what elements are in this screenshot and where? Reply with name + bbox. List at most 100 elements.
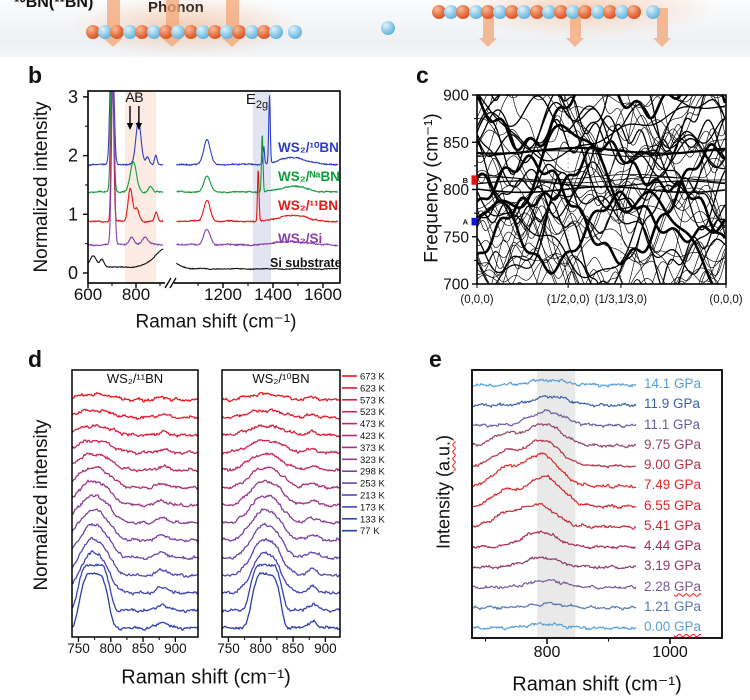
panel-c-ylabel: Frequency (cm⁻¹): [421, 113, 443, 263]
plot-frame: [471, 369, 723, 639]
nitrogen-atom: [517, 5, 532, 19]
plot-frame: [87, 90, 341, 284]
boron-atom: [627, 5, 642, 19]
annotation-A: A: [125, 89, 135, 105]
legend-label: 253 K: [360, 479, 385, 490]
spectrum-3: [88, 91, 339, 247]
annotation-B: B: [134, 89, 143, 105]
pressure-label: 4.44 GPa: [644, 538, 701, 553]
panel-e-ylabel-au: a.u.: [433, 440, 454, 471]
legend-label: 213 K: [360, 491, 385, 502]
temp-spectrum: [72, 571, 198, 631]
legend-label: 133 K: [360, 514, 385, 525]
pressure-spectrum: [472, 439, 637, 469]
pressure-label: 14.1 GPa: [644, 376, 701, 391]
nitrogen-atom: [566, 5, 581, 19]
pressure-label: 9.75 GPa: [644, 437, 701, 452]
pressure-value: 11.9: [644, 396, 674, 412]
isotope-label: ¹⁰BN(¹¹BN): [14, 0, 94, 11]
pressure-raman-chart: 800 1000: [471, 369, 723, 661]
temp-spectrum: [72, 494, 198, 525]
schematic-strip: ¹⁰BN(¹¹BN) Phonon: [0, 0, 750, 57]
pressure-label: 5.41 GPa: [644, 518, 701, 533]
panel-e-ylabel-pre: Intensity (: [433, 471, 454, 550]
temp-spectrum: [222, 551, 340, 595]
panel-b-xlabel: Raman shift (cm⁻¹): [135, 311, 297, 333]
pressure-value: 6.55: [644, 497, 675, 513]
temperature-raman-chart: 750 800 850 900 WS₂/¹¹BN 750 800 850 900 WS₂/¹⁰BN…: [67, 369, 385, 656]
pressure-label: 3.19 GPa: [644, 558, 701, 573]
nitrogen-atom: [269, 25, 283, 39]
x-tick: 600: [74, 285, 102, 304]
axis-break: [164, 277, 177, 289]
legend-label: 573 K: [360, 395, 385, 406]
nitrogen-atom: [381, 21, 395, 35]
marker-A: [471, 217, 477, 226]
legend-label: 373 K: [360, 443, 385, 454]
x-tick: 1400: [254, 285, 292, 304]
pressure-unit: GPa: [674, 598, 702, 614]
x-tick: 750: [67, 641, 90, 656]
pressure-spectrum: [472, 409, 637, 429]
legend-label: 77 K: [360, 526, 380, 537]
nitrogen-atom: [195, 25, 210, 39]
plot-frame: [71, 369, 199, 638]
pressure-unit: GPa: [674, 517, 702, 533]
temp-spectrum: [72, 479, 198, 508]
k-label: (0,0,0): [460, 294, 493, 306]
pressure-unit: GPa: [674, 558, 702, 574]
temp-spectrum: [222, 537, 340, 578]
legend-label: 298 K: [360, 467, 385, 478]
temp-spectrum: [72, 550, 198, 596]
nitrogen-atom: [147, 25, 161, 39]
pressure-spectrum: [472, 601, 637, 611]
x-tick: 750: [217, 641, 240, 656]
boron-atom: [86, 25, 100, 39]
marker-label-B: B: [463, 176, 469, 185]
spectrum-0: [88, 91, 339, 167]
series-label: WS₂/ᴺᵃBN: [278, 169, 340, 184]
pressure-spectrum: [472, 555, 637, 570]
temp-spectrum: [222, 424, 340, 438]
boron-atom: [554, 5, 568, 19]
subplot-title: WS₂/¹⁰BN: [252, 371, 309, 386]
boron-atom: [602, 5, 617, 19]
boron-atom: [134, 25, 149, 39]
x-tick: 1600: [304, 285, 342, 304]
x-tick: 800: [534, 644, 561, 661]
series-label: WS₂/¹¹BN: [278, 198, 338, 213]
temp-spectrum: [72, 522, 198, 561]
pressure-spectrum: [472, 578, 637, 590]
boron-atom: [432, 5, 446, 19]
phonon-dispersion-chart: 700 750 800 850 900 (0,0,0) (1/2,0,0) (1/3,1/3,…: [443, 88, 743, 307]
pressure-spectrum: [472, 474, 637, 510]
panel-e-ylabel: Intensity (a.u.): [434, 435, 455, 549]
pressure-spectrum: [472, 621, 637, 631]
temp-spectrum: [222, 507, 340, 543]
nitrogen-atom: [493, 5, 507, 19]
boron-atom: [529, 5, 544, 19]
panel-label-e: e: [429, 346, 442, 372]
spectra-0: [72, 391, 198, 631]
phonon-bands: [477, 95, 726, 284]
pressure-unit: GPa: [673, 416, 701, 432]
nitrogen-atom: [468, 5, 483, 19]
y-tick: 1: [68, 204, 78, 224]
legend-label: 423 K: [360, 431, 385, 442]
nitrogen-atom: [122, 25, 137, 39]
phonon-arrow-head: [161, 38, 182, 47]
x-tick: 800: [99, 641, 122, 656]
pressure-unit: GPa: [674, 477, 702, 493]
shaded-band: [537, 370, 576, 638]
marker-B: [471, 175, 477, 185]
series-label: WS₂/Si: [278, 231, 322, 246]
temp-spectrum: [222, 438, 340, 456]
pressure-spectrum: [472, 395, 637, 409]
k-label: (1/2,0,0): [547, 294, 590, 306]
nitrogen-atom: [615, 5, 629, 19]
temp-spectrum: [72, 465, 198, 491]
pressure-unit: GPa: [674, 497, 702, 513]
legend-label: 623 K: [360, 383, 385, 394]
legend-label: 473 K: [360, 419, 385, 430]
